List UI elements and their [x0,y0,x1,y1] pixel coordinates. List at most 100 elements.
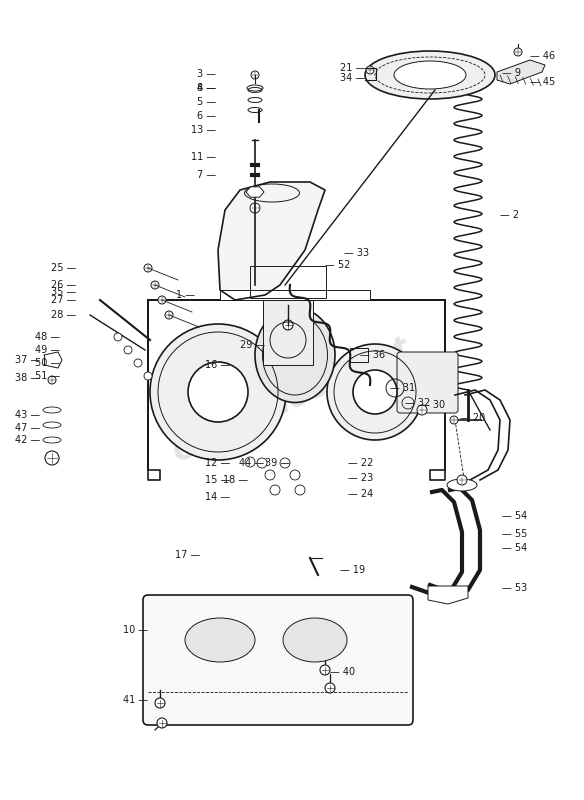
Text: — 2: — 2 [500,210,519,220]
Circle shape [45,451,59,465]
Text: — 24: — 24 [348,489,373,499]
Circle shape [290,470,300,480]
Text: 4 —: 4 — [197,83,216,93]
Circle shape [151,281,159,289]
FancyBboxPatch shape [143,595,413,725]
Text: — 53: — 53 [502,583,527,593]
Text: 35 —: 35 — [51,287,76,297]
Circle shape [320,665,330,675]
Ellipse shape [365,51,495,99]
Text: — 36: — 36 [360,350,385,360]
Text: Onderdeelpunt: Onderdeelpunt [169,332,415,468]
Text: 38 —: 38 — [15,373,40,383]
Circle shape [158,296,166,304]
Circle shape [450,416,458,424]
Ellipse shape [255,307,335,402]
Text: — 54: — 54 [502,511,527,521]
Polygon shape [428,586,468,604]
Circle shape [165,311,173,319]
Text: 50 —: 50 — [35,358,60,368]
Text: 51 —: 51 — [35,371,60,381]
Text: 28 —: 28 — [51,310,76,320]
Text: 41 —: 41 — [123,695,148,705]
Text: — 40: — 40 [330,667,355,677]
Text: 3 —: 3 — [197,69,216,79]
Circle shape [48,376,56,384]
Ellipse shape [43,407,61,413]
Text: 44 —: 44 — [239,458,264,468]
Text: — 20: — 20 [460,413,485,423]
Text: 1 —: 1 — [176,290,195,300]
Circle shape [327,344,423,440]
Bar [250,266,326,298]
Circle shape [114,333,122,341]
Circle shape [144,372,152,380]
Text: — 46: — 46 [530,51,555,61]
Text: 14 —: 14 — [205,492,230,502]
Text: 29 —: 29 — [240,340,265,350]
Text: 12 —: 12 — [205,458,230,468]
Text: 47 —: 47 — [15,423,40,433]
Text: — 54: — 54 [502,543,527,553]
Text: — 32: — 32 [405,398,430,408]
Ellipse shape [394,61,466,89]
Ellipse shape [43,437,61,443]
Text: 17 —: 17 — [175,550,200,560]
FancyBboxPatch shape [397,352,458,413]
Polygon shape [246,187,264,197]
Ellipse shape [248,107,262,113]
Circle shape [157,718,167,728]
Text: 42 —: 42 — [15,435,40,445]
Text: 18 —: 18 — [223,475,248,485]
Circle shape [366,66,374,74]
Text: 7 —: 7 — [197,170,216,180]
Circle shape [457,475,467,485]
Text: 39 —: 39 — [265,458,290,468]
Text: 37 —: 37 — [15,355,40,365]
Text: 16 —: 16 — [205,360,230,370]
Bar [220,290,370,300]
Circle shape [353,370,397,414]
Circle shape [250,203,260,213]
Polygon shape [218,182,325,300]
Circle shape [417,405,427,415]
Text: — 55: — 55 [502,529,527,539]
Ellipse shape [447,479,477,491]
Text: 25 —: 25 — [51,263,76,273]
Circle shape [245,457,255,467]
Circle shape [155,698,165,708]
Circle shape [188,362,248,422]
Ellipse shape [283,618,347,662]
Bar [350,348,368,362]
Circle shape [283,320,293,330]
Text: — 31: — 31 [390,383,415,393]
Ellipse shape [43,422,61,428]
Text: 15 —: 15 — [205,475,230,485]
Text: — 23: — 23 [348,473,373,483]
Circle shape [295,485,305,495]
Circle shape [280,458,290,468]
Circle shape [257,458,267,468]
Text: 13 —: 13 — [191,125,216,135]
Text: 21 —: 21 — [340,63,365,73]
Bar [263,300,313,365]
Text: 8 —: 8 — [197,83,216,93]
Text: 10 —: 10 — [123,625,148,635]
Text: 43 —: 43 — [15,410,40,420]
Text: 27 —: 27 — [51,295,76,305]
Text: — 9: — 9 [502,68,521,78]
Text: — 30: — 30 [420,400,445,410]
Text: — 19: — 19 [340,565,365,575]
Ellipse shape [248,98,262,102]
Text: 5 —: 5 — [197,97,216,107]
Circle shape [124,346,132,354]
Text: — 22: — 22 [348,458,373,468]
Text: 34 —: 34 — [340,73,365,83]
Text: 26 —: 26 — [51,280,76,290]
Circle shape [265,470,275,480]
Polygon shape [497,60,545,84]
Ellipse shape [248,87,262,93]
Circle shape [251,71,259,79]
Circle shape [150,324,286,460]
Text: — 52: — 52 [325,260,350,270]
